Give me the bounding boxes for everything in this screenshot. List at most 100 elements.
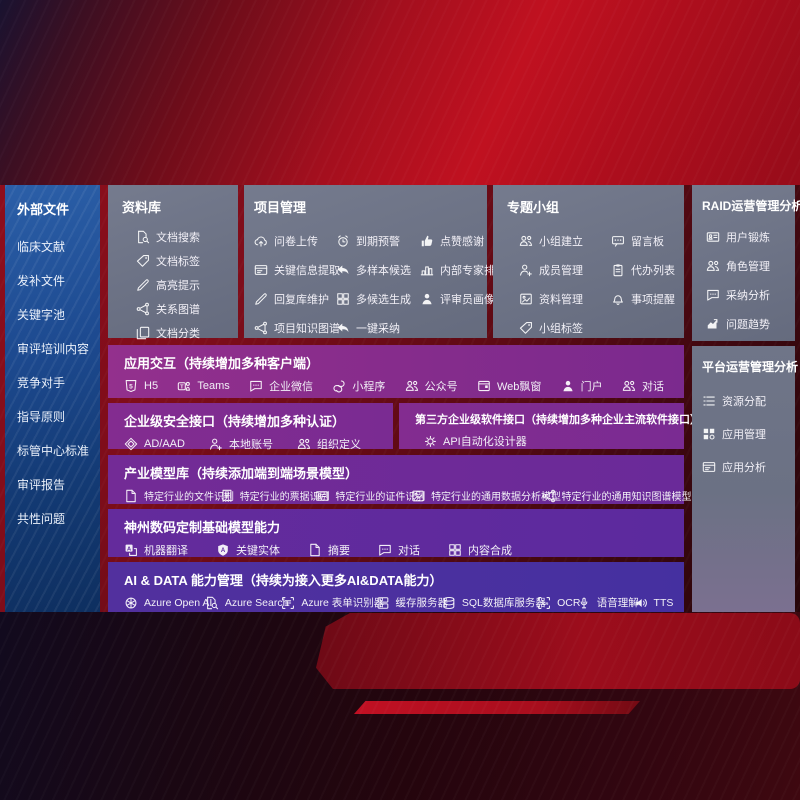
- feature-label: 组织定义: [316, 439, 361, 451]
- feature-label: 资源分配: [722, 395, 766, 408]
- chat-qa-icon: [706, 288, 720, 302]
- feature-item: Azure Search: [205, 596, 288, 610]
- feature-label: 项目知识图谱: [274, 322, 340, 335]
- doc-icon: [124, 489, 138, 503]
- box-data-repository: 资料库 文档搜索 文档标签 高亮提示 关系图谱 文档分类: [108, 185, 238, 340]
- feature-item: 关键实体: [216, 542, 280, 558]
- feature-item: 多候选生成: [336, 284, 420, 313]
- feature-label: 缓存服务器: [395, 597, 449, 609]
- feature-label: OCR: [557, 596, 581, 609]
- feature-item: 小组标签: [519, 313, 611, 342]
- id-card-icon: [315, 489, 329, 503]
- feature-label: 点赞感谢: [440, 235, 484, 248]
- feature-label: 关键实体: [236, 545, 280, 557]
- band-title: 第三方企业级软件接口（持续增加多种企业主流软件接口）: [415, 414, 701, 426]
- band-interfaces: 企业级安全接口（持续增加多种认证） AD/AAD 本地账号 组织定义 第三方企业…: [108, 403, 701, 452]
- thumbs-up-icon: [420, 234, 434, 248]
- sidebar-item: 审评报告: [17, 468, 100, 502]
- feature-item: 摘要: [308, 542, 350, 558]
- feature-item: 资料管理: [519, 284, 611, 313]
- feature-item: 企业微信: [249, 378, 313, 394]
- feature-item: 应用分析: [702, 450, 795, 483]
- tag-icon: [136, 254, 150, 268]
- feature-label: 一键采纳: [356, 322, 400, 335]
- feature-label: 用户锻炼: [726, 231, 770, 244]
- feature-label: 关系图谱: [156, 304, 200, 316]
- clipboard-icon: [611, 263, 625, 277]
- sidebar-item: 共性问题: [17, 502, 100, 536]
- box-raid-analysis: RAID运营管理分析 用户锻炼 角色管理 采纳分析 问题趋势: [692, 185, 800, 341]
- feature-item: 文档搜索: [136, 225, 238, 249]
- sidebar-item-label: 共性问题: [17, 512, 66, 526]
- right-column: RAID运营管理分析 用户锻炼 角色管理 采纳分析 问题趋势 平台运营管理分析 …: [692, 185, 800, 612]
- feature-label: 特定行业的证件识别: [335, 492, 426, 503]
- feature-item: OCR: [537, 596, 581, 610]
- form-scan-icon: [281, 596, 295, 610]
- feature-item: 关键信息提取: [254, 255, 340, 284]
- band-item-list: 特定行业的文件识别 特定行业的票据识别 特定行业的证件识别 特定行业的通用数据分…: [124, 488, 692, 503]
- feature-label: 公众号: [424, 381, 458, 393]
- feature-item: Azure 表单识别器: [281, 595, 384, 610]
- feature-label: 回复库维护: [274, 293, 329, 306]
- speaker-icon: [634, 596, 648, 610]
- light-stripe: [354, 701, 640, 714]
- report-icon: [702, 460, 716, 474]
- feature-item: API自动化设计器: [423, 433, 527, 449]
- feature-item: 公众号: [405, 378, 458, 394]
- feature-item: 一键采纳: [336, 313, 420, 342]
- sidebar-item: 临床文献: [17, 230, 100, 264]
- person-add-icon: [519, 263, 533, 277]
- person-icon: [420, 292, 434, 306]
- feature-label: Azure Search: [224, 596, 289, 609]
- sidebar-item: 标管中心标准: [17, 434, 100, 468]
- feature-label: 文档搜索: [156, 232, 200, 244]
- feature-item: Teams: [177, 379, 230, 393]
- feature-item: 小程序: [332, 378, 385, 394]
- box-item-list: 用户锻炼 角色管理 采纳分析 问题趋势: [702, 222, 795, 338]
- sidebar-item-label: 审评报告: [17, 478, 66, 492]
- feature-label: Web飘窗: [496, 381, 542, 393]
- feature-label: 应用管理: [722, 428, 766, 441]
- feature-label: 特定行业的通用知识图谱模型: [561, 492, 692, 503]
- feature-item: 组织定义: [297, 436, 361, 452]
- browser-icon: [477, 379, 491, 393]
- feature-label: 机器翻译: [144, 545, 188, 557]
- chat-icon: [378, 543, 392, 557]
- band-box: AI & DATA 能力管理（持续为接入更多AI&DATA能力） Azure O…: [108, 562, 684, 612]
- feature-label: 问题趋势: [726, 318, 770, 331]
- feature-item: 文档分类: [136, 321, 238, 345]
- podium-icon: [420, 263, 434, 277]
- feature-label: H5: [144, 380, 159, 392]
- feature-label: 企业微信: [269, 381, 314, 393]
- sidebar-item-label: 竞争对手: [17, 376, 66, 390]
- feature-item: Azure Open AI: [124, 596, 212, 610]
- pen-icon: [254, 292, 268, 306]
- band-box-security: 企业级安全接口（持续增加多种认证） AD/AAD 本地账号 组织定义: [108, 403, 393, 452]
- graph-icon: [542, 489, 556, 503]
- pen-icon: [136, 278, 150, 292]
- feature-label: Azure 表单识别器: [301, 597, 385, 609]
- band-box: 产业模型库（持续添加端到端场景模型） 特定行业的文件识别 特定行业的票据识别 特…: [108, 455, 692, 504]
- feature-item: 项目知识图谱: [254, 313, 340, 342]
- feature-item: 到期预警: [336, 226, 420, 255]
- chat-people-icon: [622, 379, 636, 393]
- feature-label: 特定行业的文件识别: [144, 492, 234, 503]
- feature-label: Azure Open AI: [144, 596, 213, 609]
- background-bottom-dark: [0, 612, 800, 800]
- band-item-list: API自动化设计器: [415, 433, 684, 449]
- feature-label: 本地账号: [228, 439, 273, 451]
- feature-label: 采纳分析: [726, 289, 770, 302]
- feature-label: 角色管理: [726, 260, 770, 273]
- feature-label: 小组标签: [539, 322, 583, 335]
- grid-icon: [336, 292, 350, 306]
- feature-item: 用户锻炼: [706, 222, 795, 251]
- feature-item: 本地账号: [209, 436, 273, 452]
- feature-item: Web飘窗: [477, 378, 541, 394]
- feature-label: Teams: [197, 380, 230, 392]
- feature-item: 内容合成: [448, 542, 512, 558]
- portal-icon: [561, 379, 575, 393]
- feature-label: 多候选生成: [356, 293, 411, 306]
- feature-item: 门户: [561, 378, 603, 394]
- sidebar-item-label: 关键字池: [17, 308, 66, 322]
